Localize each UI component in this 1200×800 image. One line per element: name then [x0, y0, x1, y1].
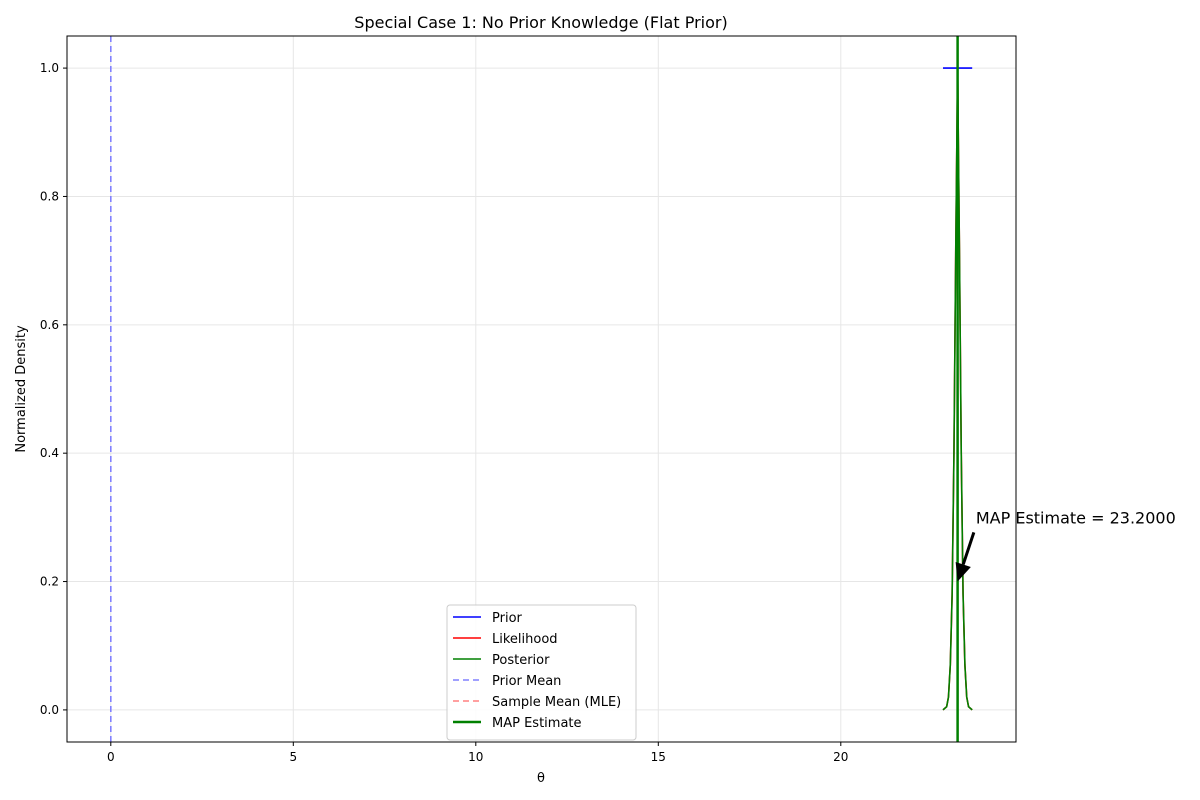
- legend-label-sample-mean-mle: Sample Mean (MLE): [492, 695, 621, 710]
- y-tick-label: 0.2: [40, 575, 59, 589]
- legend-label-prior: Prior: [492, 611, 523, 626]
- legend-label-map-estimate: MAP Estimate: [492, 716, 582, 731]
- legend-label-prior-mean: Prior Mean: [492, 674, 561, 689]
- x-tick-label: 15: [651, 750, 666, 764]
- map-annotation: MAP Estimate = 23.2000: [955, 508, 1176, 582]
- y-tick-label: 0.4: [40, 446, 59, 460]
- axes-frame: [66, 35, 1017, 743]
- axis-ticks: 0 5 10 15 20 0.0 0.2 0.4 0.6 0.8 1.0: [40, 61, 849, 764]
- annotation-arrow-head: [955, 561, 971, 582]
- y-tick-label: 0.6: [40, 318, 59, 332]
- legend-label-posterior: Posterior: [492, 653, 550, 668]
- x-tick-label: 10: [468, 750, 483, 764]
- legend-box: [446, 604, 637, 741]
- x-axis-label: θ: [537, 771, 545, 786]
- x-tick-label: 20: [833, 750, 848, 764]
- x-tick-label: 5: [289, 750, 297, 764]
- annotation-label: MAP Estimate = 23.2000: [976, 508, 1176, 527]
- chart-title: Special Case 1: No Prior Knowledge (Flat…: [354, 13, 727, 32]
- legend: Prior Likelihood Posterior Prior Mean Sample…: [446, 604, 637, 741]
- y-tick-label: 1.0: [40, 61, 59, 75]
- legend-label-likelihood: Likelihood: [492, 632, 558, 647]
- x-tick-label: 0: [107, 750, 115, 764]
- plot-area: [110, 36, 973, 742]
- y-tick-label: 0.0: [40, 703, 59, 717]
- annotation-arrow-shaft: [961, 531, 976, 565]
- y-axis-label: Normalized Density: [14, 325, 29, 453]
- y-tick-label: 0.8: [40, 189, 59, 203]
